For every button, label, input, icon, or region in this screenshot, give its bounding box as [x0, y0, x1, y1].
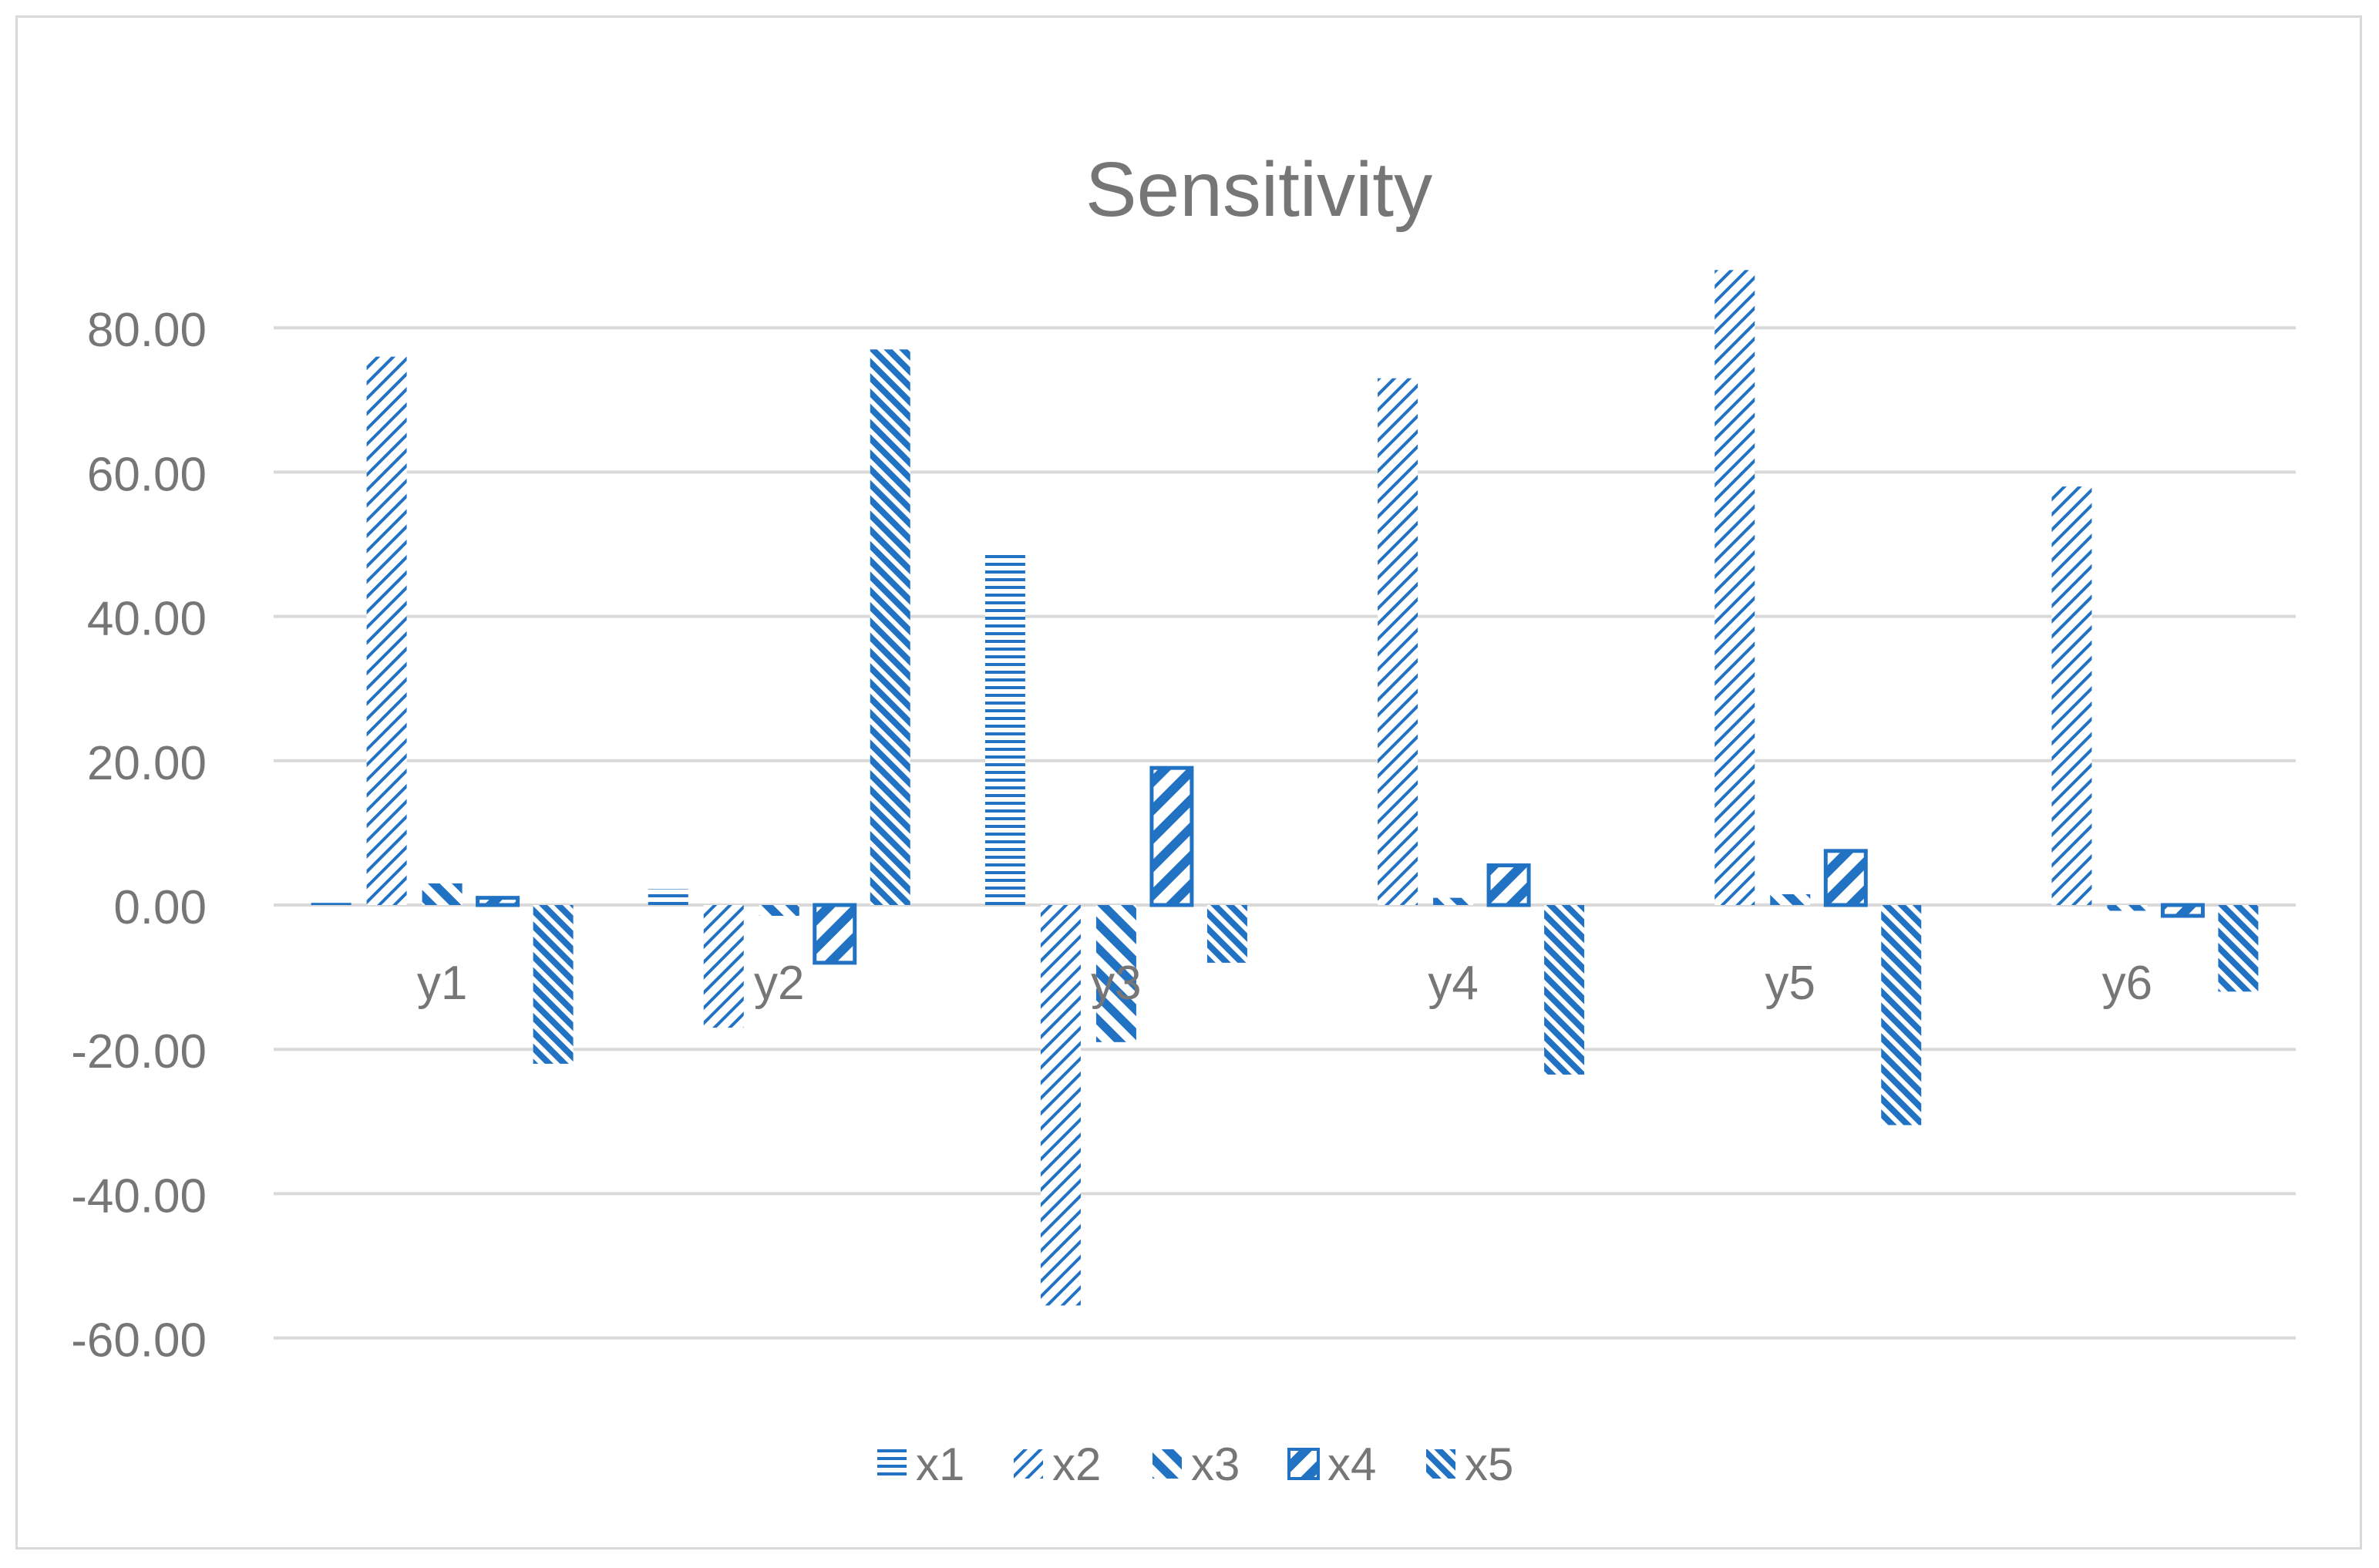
bar-x2-y6 [2051, 486, 2092, 905]
legend-key-x5 [1426, 1449, 1455, 1479]
bar-x2-y1 [366, 356, 407, 905]
legend-key-x3 [1152, 1449, 1182, 1479]
x-category-label: y2 [754, 957, 804, 1010]
bar-x3-y2 [759, 905, 799, 917]
y-axis-tick-labels: 80.00 60.00 40.00 20.00 0.00 -20.00 -40.00 -60.… [71, 304, 207, 1367]
bar-x1-y2 [648, 889, 688, 905]
bar-x3-y4 [1433, 897, 1474, 905]
bar-x5-y5 [1881, 905, 1922, 1126]
bar-x3-y6 [2107, 905, 2148, 911]
y-tick-label: -60.00 [71, 1314, 207, 1368]
x-category-label: y4 [1428, 957, 1478, 1010]
bar-x2-y3 [1040, 905, 1081, 1306]
bar-x2-y5 [1714, 270, 1755, 905]
bar-x5-y2 [870, 349, 910, 905]
bar-x4-y1 [476, 896, 520, 907]
bars [311, 270, 2259, 1306]
bar-x4-y3 [1149, 765, 1194, 907]
legend-key-x1 [877, 1449, 907, 1479]
bar-x3-y5 [1770, 893, 1811, 905]
y-tick-label: 20.00 [87, 737, 207, 790]
bar-x2-y2 [703, 905, 744, 1028]
x-category-label: y1 [417, 957, 467, 1010]
bar-x1-y1 [311, 903, 352, 905]
bar-x3-y3 [1095, 905, 1136, 1042]
legend-label-x2: x2 [1052, 1438, 1101, 1490]
legend-key-x4 [1287, 1448, 1320, 1480]
legend-label-x4: x4 [1327, 1438, 1376, 1490]
bar-x4-y2 [813, 903, 857, 965]
chart-title: Sensitivity [1085, 146, 1432, 233]
legend: x1 x2 x3 x4 x5 [877, 1438, 1513, 1490]
legend-key-x2 [1014, 1449, 1043, 1479]
legend-label-x1: x1 [916, 1438, 964, 1490]
bar-x1-y3 [984, 551, 1025, 905]
y-tick-label: 60.00 [87, 448, 207, 501]
y-tick-label: 40.00 [87, 593, 207, 646]
x-category-label: y5 [1765, 957, 1815, 1010]
y-tick-label: 0.00 [113, 881, 207, 934]
bar-x2-y4 [1378, 378, 1418, 906]
legend-label-x3: x3 [1191, 1438, 1240, 1490]
x-category-label: y6 [2102, 957, 2152, 1010]
bar-x4-y6 [2160, 903, 2205, 918]
grid-lines [274, 326, 2296, 1340]
x-category-label: y3 [1091, 957, 1141, 1010]
y-tick-label: -20.00 [71, 1025, 207, 1078]
bar-x5-y3 [1206, 905, 1247, 963]
legend-label-x5: x5 [1465, 1438, 1513, 1490]
y-tick-label: -40.00 [71, 1169, 207, 1223]
bar-x5-y1 [533, 905, 574, 1064]
x-axis-category-labels: y1 y2 y3 y4 y5 y6 [417, 957, 2152, 1010]
y-tick-label: 80.00 [87, 304, 207, 357]
bar-x4-y4 [1486, 863, 1531, 907]
bar-x3-y1 [422, 883, 463, 905]
bar-x5-y4 [1544, 905, 1585, 1075]
bar-x4-y5 [1823, 849, 1868, 907]
bar-x5-y6 [2218, 905, 2259, 992]
